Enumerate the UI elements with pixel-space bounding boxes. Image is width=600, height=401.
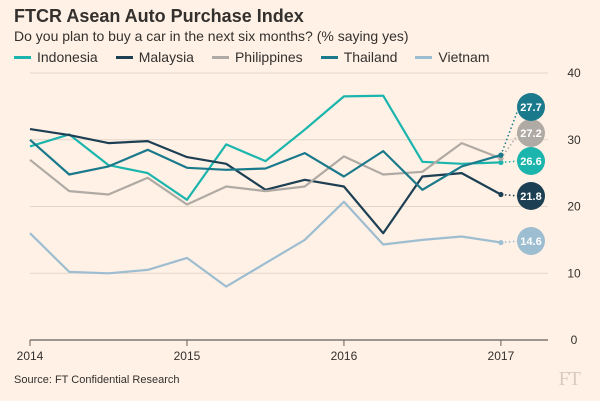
series-line-philippines (29, 142, 502, 206)
value-label-malaysia: 21.8 (520, 191, 541, 203)
legend-swatch-indonesia (14, 55, 31, 59)
leader-thailand (500, 106, 520, 156)
legend-label-thailand: Thailand (343, 49, 398, 65)
end-dot-thailand (498, 152, 504, 158)
legend-swatch-thailand (320, 55, 338, 59)
ft-logo: FT (558, 368, 581, 390)
legend: Indonesia Malaysia Philippines Thailand … (14, 48, 508, 66)
leader-vietnam (500, 240, 520, 244)
chart-title: FTCR Asean Auto Purchase Index (14, 6, 304, 26)
value-label-thailand: 27.7 (520, 102, 541, 114)
value-label-vietnam: 14.6 (520, 236, 541, 248)
leader-indonesia (500, 160, 520, 164)
legend-label-malaysia: Malaysia (138, 49, 194, 65)
value-label-indonesia: 26.6 (520, 156, 541, 168)
x-tick-label: 2016 (331, 349, 358, 363)
legend-swatch-malaysia (115, 55, 133, 59)
legend-item-thailand: Thailand (320, 49, 398, 65)
value-bubble-malaysia (517, 182, 545, 210)
series-line-indonesia (29, 94, 501, 201)
y-tick-label: 40 (567, 66, 581, 80)
legend-label-vietnam: Vietnam (438, 49, 490, 65)
legend-swatch-philippines (211, 55, 229, 59)
legend-item-malaysia: Malaysia (115, 49, 194, 65)
source-note: Source: FT Confidential Research (14, 374, 180, 386)
value-bubble-philippines (517, 119, 545, 147)
value-bubble-thailand (517, 93, 545, 121)
series-line-malaysia (29, 128, 502, 235)
series-line-thailand (29, 138, 502, 191)
x-tick-label: 2017 (488, 349, 515, 363)
series-line-vietnam (29, 200, 502, 288)
y-tick-label: 20 (567, 200, 581, 214)
x-tick-label: 2014 (17, 349, 44, 363)
end-dot-indonesia (498, 159, 504, 166)
leader-philippines (500, 132, 520, 159)
value-bubble-indonesia (517, 147, 545, 175)
leader-malaysia (500, 193, 520, 197)
legend-item-vietnam: Vietnam (415, 49, 490, 65)
value-bubble-vietnam (517, 227, 545, 255)
end-dot-vietnam (498, 239, 504, 246)
legend-swatch-vietnam (415, 55, 433, 59)
y-tick-label: 30 (567, 133, 581, 147)
value-label-philippines: 27.2 (520, 128, 541, 140)
y-tick-label: 0 (571, 333, 578, 347)
legend-label-indonesia: Indonesia (37, 49, 98, 65)
legend-item-indonesia: Indonesia (14, 49, 98, 65)
chart-subtitle: Do you plan to buy a car in the next six… (14, 28, 409, 44)
end-dot-malaysia (498, 191, 504, 198)
x-tick-label: 2015 (174, 349, 201, 363)
legend-item-philippines: Philippines (211, 49, 303, 65)
legend-label-philippines: Philippines (234, 49, 303, 65)
y-tick-label: 10 (567, 266, 581, 280)
